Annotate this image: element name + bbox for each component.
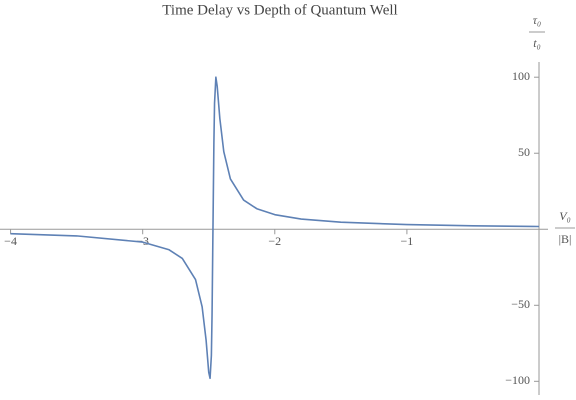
x-axis-label-denominator: |B|	[559, 232, 572, 246]
data-line	[10, 76, 540, 380]
x-tick-label: −2	[268, 234, 281, 248]
y-tick-label: −100	[505, 373, 530, 387]
x-tick-label: −3	[136, 234, 149, 248]
chart-title: Time Delay vs Depth of Quantum Well	[162, 2, 397, 18]
y-tick-label: 100	[512, 69, 530, 83]
x-tick-label: −1	[401, 234, 414, 248]
x-tick-label: −4	[4, 234, 17, 248]
x-axis-label-numerator: V₀	[559, 209, 571, 223]
y-axis-label-denominator: t₀	[533, 36, 541, 50]
y-tick-label: −50	[511, 297, 530, 311]
y-axis-label-numerator: τ₀	[533, 13, 541, 27]
y-tick-label: 50	[518, 145, 530, 159]
